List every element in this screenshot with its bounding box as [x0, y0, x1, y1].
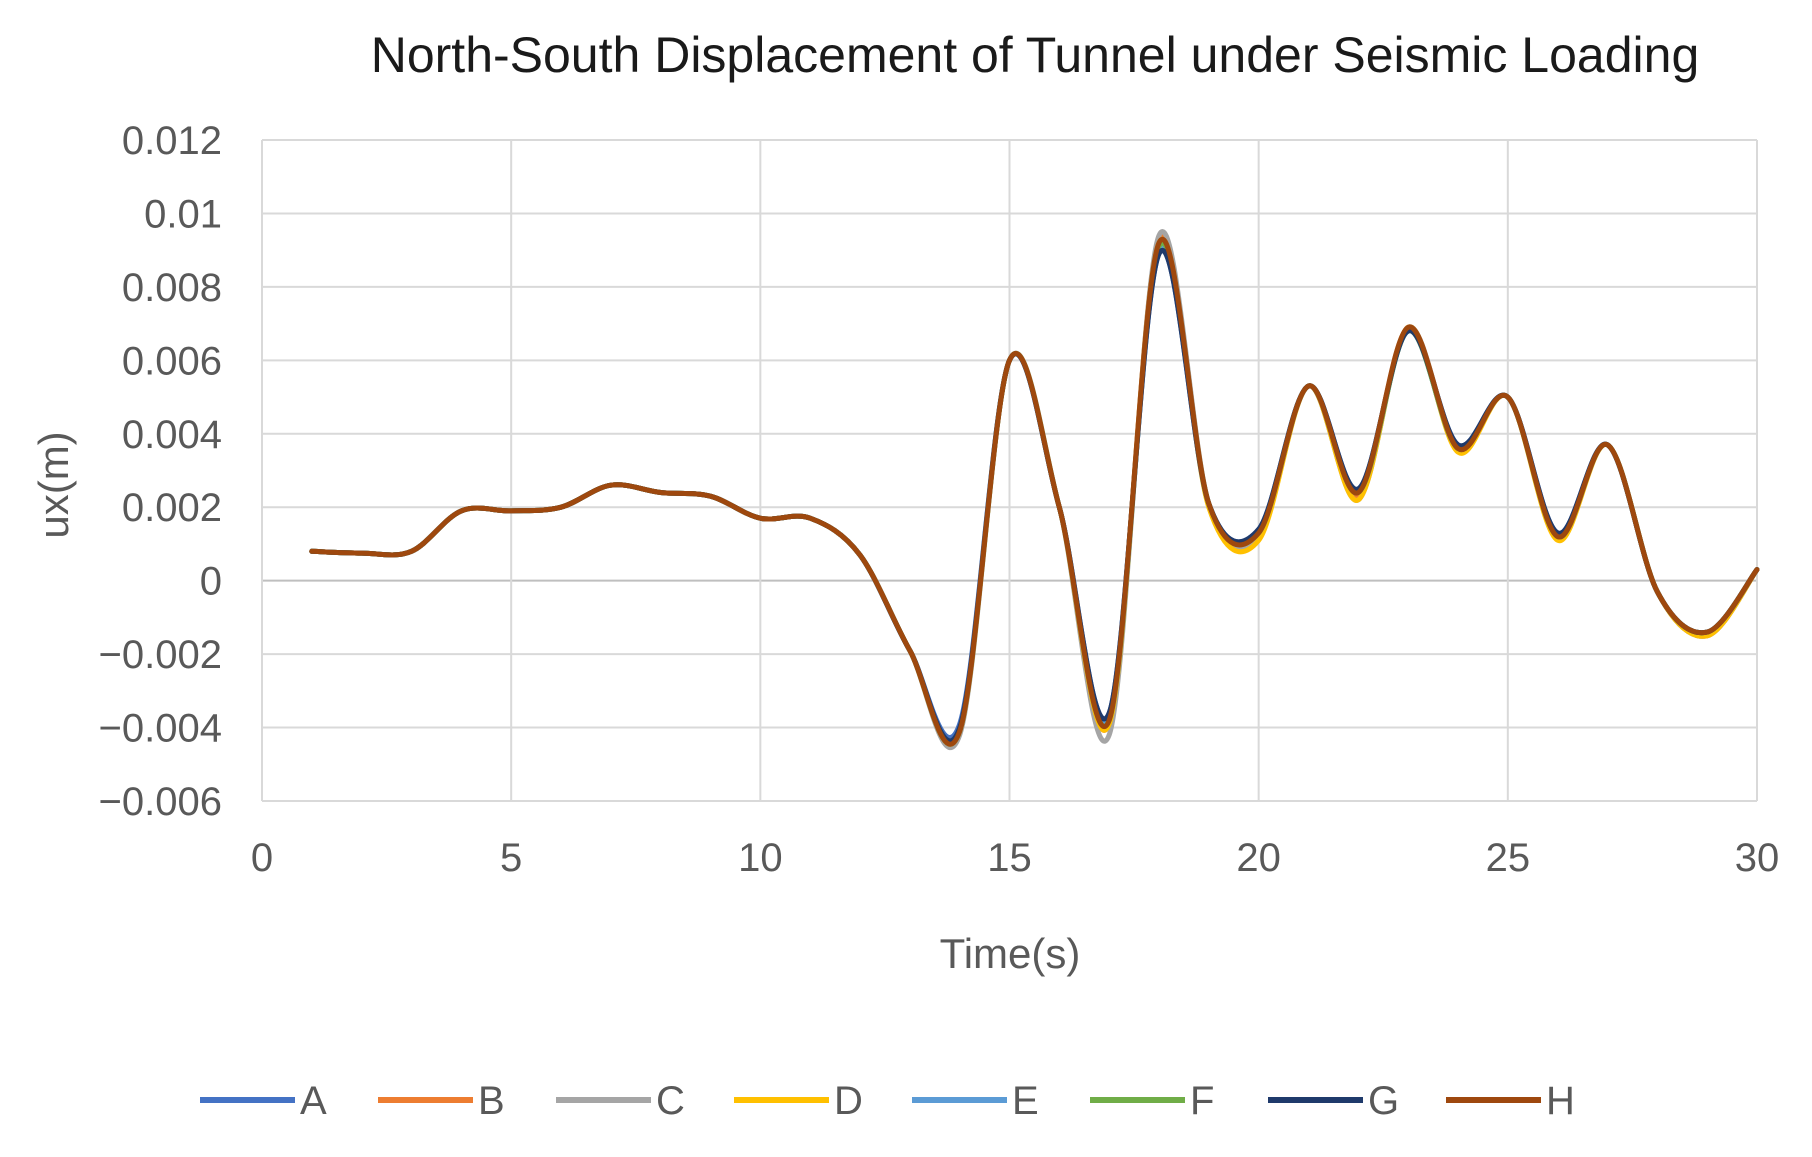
legend-item-h: H [1446, 1079, 1575, 1123]
y-tick-label: −0.004 [99, 707, 222, 751]
y-tick-label: −0.006 [99, 780, 222, 824]
legend-item-c: C [556, 1079, 685, 1123]
series-lines [309, 229, 1760, 750]
y-tick-label: 0.012 [122, 119, 222, 163]
legend-item-d: D [734, 1079, 863, 1123]
x-tick-label: 25 [1486, 836, 1531, 880]
legend-label: C [656, 1079, 685, 1123]
legend-label: D [834, 1079, 863, 1123]
y-tick-label: 0 [200, 560, 222, 604]
y-tick-label: 0.004 [122, 413, 222, 457]
x-tick-label: 30 [1735, 836, 1780, 880]
y-tick-label: −0.002 [99, 633, 222, 677]
y-tick-label: 0.01 [144, 192, 222, 236]
x-tick-label: 15 [987, 836, 1032, 880]
legend-item-b: B [378, 1079, 505, 1123]
x-tick-label: 5 [500, 836, 522, 880]
y-axis-ticks: 0.012 0.01 0.008 0.006 0.004 0.002 0 −0.002 −0.0… [99, 119, 222, 824]
series-line-h [309, 236, 1760, 747]
legend-label: H [1546, 1079, 1575, 1123]
legend-item-g: G [1268, 1079, 1399, 1123]
y-tick-label: 0.008 [122, 266, 222, 310]
gridlines [261, 139, 1758, 802]
y-tick-label: 0.006 [122, 339, 222, 383]
legend-item-a: A [200, 1079, 327, 1123]
legend-label: G [1368, 1079, 1399, 1123]
x-axis-ticks: 0 5 10 15 20 25 30 [251, 836, 1779, 880]
chart-title: North-South Displacement of Tunnel under… [371, 27, 1700, 83]
legend-label: A [300, 1079, 327, 1123]
x-axis-label: Time(s) [940, 930, 1081, 977]
legend-item-e: E [912, 1079, 1039, 1123]
legend: A B C D E F G H [200, 1079, 1575, 1123]
y-tick-label: 0.002 [122, 486, 222, 530]
legend-label: E [1012, 1079, 1039, 1123]
x-tick-label: 10 [738, 836, 783, 880]
y-axis-label: ux(m) [30, 431, 77, 538]
legend-item-f: F [1090, 1079, 1214, 1123]
legend-label: F [1190, 1079, 1214, 1123]
x-tick-label: 20 [1236, 836, 1281, 880]
legend-label: B [478, 1079, 505, 1123]
x-tick-label: 0 [251, 836, 273, 880]
